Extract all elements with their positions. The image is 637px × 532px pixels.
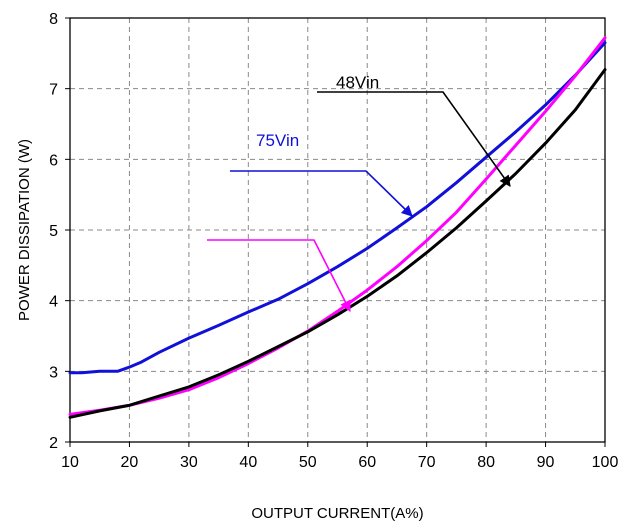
y-tick-label: 8 xyxy=(49,11,58,28)
y-tick-label: 3 xyxy=(49,364,58,381)
series-lines xyxy=(68,36,607,419)
x-tick-label: 10 xyxy=(61,454,79,471)
y-tick-label: 2 xyxy=(49,435,58,452)
x-tick-label: 70 xyxy=(418,454,436,471)
x-axis-title: OUTPUT CURRENT(A%) xyxy=(251,505,423,522)
series-line-magenta xyxy=(68,36,607,416)
y-axis-title: POWER DISSIPATION (W) xyxy=(16,139,33,321)
tick-labels: 10 20 30 40 50 60 70 80 90 100 2 3 4 5 6 7 8 xyxy=(49,11,618,471)
x-tick-label: 20 xyxy=(121,454,139,471)
annotation-arrow-75vin xyxy=(230,170,413,217)
annotation-label-75vin: 75Vin xyxy=(256,131,299,150)
y-tick-label: 4 xyxy=(49,294,58,311)
y-tick-label: 5 xyxy=(49,223,58,240)
y-tick-label: 6 xyxy=(49,152,58,169)
series-line-75vin xyxy=(68,41,607,375)
y-tick-label: 7 xyxy=(49,82,58,99)
annotation-label-48vin: 48Vin xyxy=(336,73,379,92)
x-tick-label: 50 xyxy=(299,454,317,471)
x-tick-label: 40 xyxy=(239,454,257,471)
grid-lines xyxy=(70,18,605,442)
x-tick-label: 60 xyxy=(358,454,376,471)
x-tick-label: 90 xyxy=(537,454,555,471)
annotations: 75Vin 48Vin xyxy=(207,73,511,312)
annotation-arrow-magenta xyxy=(207,239,351,312)
x-tick-label: 80 xyxy=(477,454,495,471)
x-tick-label: 30 xyxy=(180,454,198,471)
x-tick-label: 100 xyxy=(592,454,619,471)
annotation-arrow-48vin xyxy=(317,91,511,187)
series-line-48vin xyxy=(68,68,607,419)
